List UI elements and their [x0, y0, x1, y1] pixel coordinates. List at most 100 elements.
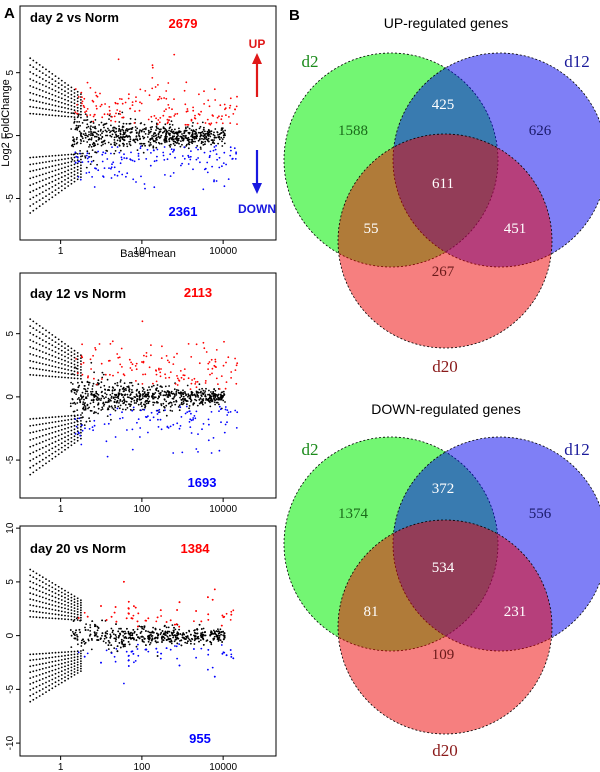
ns-point: [118, 627, 120, 630]
ns-point: [176, 637, 179, 639]
low-count-point: [45, 329, 47, 332]
low-count-point: [73, 156, 76, 159]
low-count-point: [35, 691, 38, 694]
ns-point: [161, 131, 164, 134]
ns-point: [139, 632, 142, 634]
ns-point: [93, 371, 95, 374]
ns-point: [139, 142, 142, 145]
down-point: [116, 146, 119, 148]
low-count-point: [48, 607, 51, 610]
down-point: [110, 652, 113, 654]
ns-point: [114, 396, 117, 398]
ns-point: [122, 635, 125, 637]
ns-point: [164, 123, 167, 126]
ns-point: [142, 151, 145, 154]
ns-point: [156, 384, 159, 386]
low-count-point: [45, 200, 47, 203]
low-count-point: [60, 451, 63, 453]
up-point: [81, 100, 84, 103]
low-count-point: [32, 92, 35, 95]
up-point: [176, 377, 179, 380]
low-count-point: [73, 112, 76, 115]
low-count-point: [29, 586, 32, 589]
ns-point: [112, 129, 115, 132]
ns-point: [170, 642, 173, 645]
up-point: [225, 381, 228, 383]
x-tick-label: 10000: [209, 504, 237, 515]
ns-point: [94, 119, 97, 121]
ns-point: [148, 636, 151, 639]
x-tick-label: 10000: [209, 762, 237, 772]
low-count-point: [32, 659, 35, 661]
low-count-point: [51, 652, 54, 654]
low-count-point: [73, 356, 76, 359]
ns-point: [207, 397, 210, 400]
low-count-point: [29, 671, 32, 674]
low-count-point: [80, 662, 82, 665]
low-count-point: [45, 578, 47, 580]
down-point: [152, 416, 155, 419]
ns-point: [126, 135, 129, 138]
up-point: [86, 615, 89, 618]
low-count-point: [54, 672, 57, 675]
ns-point: [85, 623, 87, 625]
ns-point: [99, 386, 102, 389]
up-point: [186, 108, 189, 110]
x-tick-label: 100: [134, 504, 151, 515]
ns-point: [109, 633, 112, 636]
low-count-point: [45, 439, 47, 442]
down-point: [77, 431, 80, 434]
down-point: [81, 429, 84, 432]
low-count-point: [64, 614, 66, 617]
ns-point: [75, 367, 78, 370]
low-count-point: [64, 82, 66, 84]
low-count-point: [64, 111, 66, 113]
ns-point: [165, 639, 168, 641]
ns-point: [182, 134, 185, 137]
low-count-point: [32, 471, 35, 474]
low-count-point: [29, 568, 32, 571]
down-point: [137, 418, 140, 420]
ns-point: [176, 142, 179, 144]
low-count-point: [38, 436, 41, 438]
up-point: [137, 625, 139, 628]
ns-point: [141, 144, 144, 147]
up-label: UP: [249, 37, 266, 51]
low-count-point: [51, 604, 54, 606]
low-count-point: [64, 187, 66, 190]
low-count-point: [67, 84, 70, 86]
ns-point: [100, 397, 103, 400]
up-point: [215, 349, 218, 351]
low-count-point: [70, 377, 73, 379]
venn-title: UP-regulated genes: [384, 15, 509, 31]
low-count-point: [60, 420, 63, 422]
low-count-point: [35, 616, 38, 619]
ns-point: [211, 142, 214, 144]
low-count-point: [38, 652, 41, 655]
low-count-point: [76, 669, 79, 672]
low-count-point: [67, 615, 70, 617]
up-point: [234, 108, 236, 111]
down-point: [110, 166, 113, 169]
low-count-point: [29, 598, 32, 600]
up-point: [135, 368, 138, 371]
up-point: [234, 369, 237, 371]
up-point: [168, 119, 170, 122]
ns-point: [133, 396, 136, 398]
low-count-point: [76, 116, 79, 119]
low-count-point: [35, 335, 38, 338]
ns-point: [104, 392, 106, 395]
ns-point: [128, 643, 131, 646]
down-point: [86, 652, 89, 655]
down-point: [224, 408, 227, 411]
ns-point: [209, 633, 212, 636]
low-count-point: [70, 433, 73, 436]
ns-point: [93, 631, 96, 634]
ns-point: [221, 145, 224, 147]
ns-point: [146, 399, 149, 402]
low-count-point: [54, 104, 57, 107]
down-point: [157, 426, 160, 428]
ns-point: [132, 408, 135, 411]
low-count-point: [64, 676, 66, 678]
low-count-point: [38, 668, 41, 671]
